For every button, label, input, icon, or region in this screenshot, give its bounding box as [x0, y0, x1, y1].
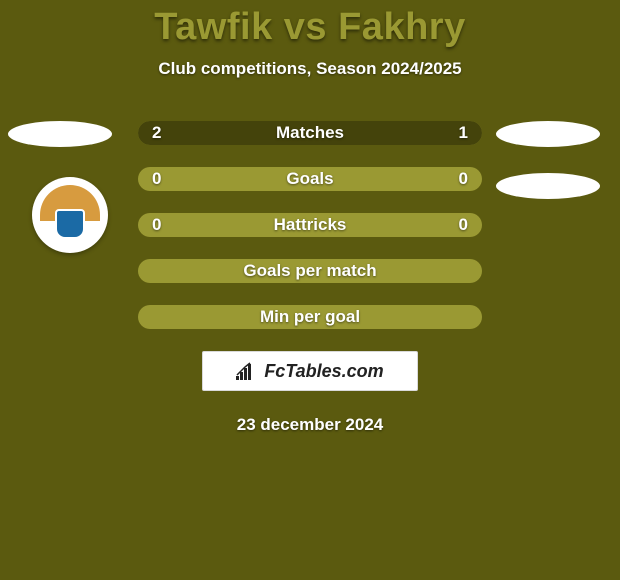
stat-label: Min per goal [138, 307, 482, 327]
stat-value-right: 0 [459, 215, 468, 235]
comparison-card: Tawfik vs Fakhry Club competitions, Seas… [0, 0, 620, 580]
stat-value-right: 1 [459, 123, 468, 143]
stat-label: Matches [138, 123, 482, 143]
page-title: Tawfik vs Fakhry [0, 0, 620, 49]
stats-area: Matches21Goals00Hattricks00Goals per mat… [0, 121, 620, 329]
stat-label: Hattricks [138, 215, 482, 235]
stat-bars: Matches21Goals00Hattricks00Goals per mat… [138, 121, 482, 329]
player-badge-right-2 [496, 173, 600, 199]
brand-bars-icon [236, 362, 258, 380]
stat-label: Goals per match [138, 261, 482, 281]
brand-box[interactable]: FcTables.com [202, 351, 418, 391]
stat-row: Min per goal [138, 305, 482, 329]
brand-text: FcTables.com [264, 361, 383, 382]
club-emblem [32, 177, 108, 253]
stat-label: Goals [138, 169, 482, 189]
emblem-shield-icon [55, 209, 85, 239]
stat-row: Goals0 0 [138, 167, 482, 191]
emblem-graphic [40, 185, 100, 245]
stat-row: Hattricks0 0 [138, 213, 482, 237]
stat-value-right: 0 [459, 169, 468, 189]
subtitle: Club competitions, Season 2024/2025 [0, 59, 620, 79]
player-badge-left [8, 121, 112, 147]
stat-value-left: 2 [152, 123, 161, 143]
stat-row: Matches2 1 [138, 121, 482, 145]
stat-value-left: 0 [152, 169, 161, 189]
stat-value-left: 0 [152, 215, 161, 235]
stat-row: Goals per match [138, 259, 482, 283]
player-badge-right [496, 121, 600, 147]
date-label: 23 december 2024 [0, 415, 620, 435]
